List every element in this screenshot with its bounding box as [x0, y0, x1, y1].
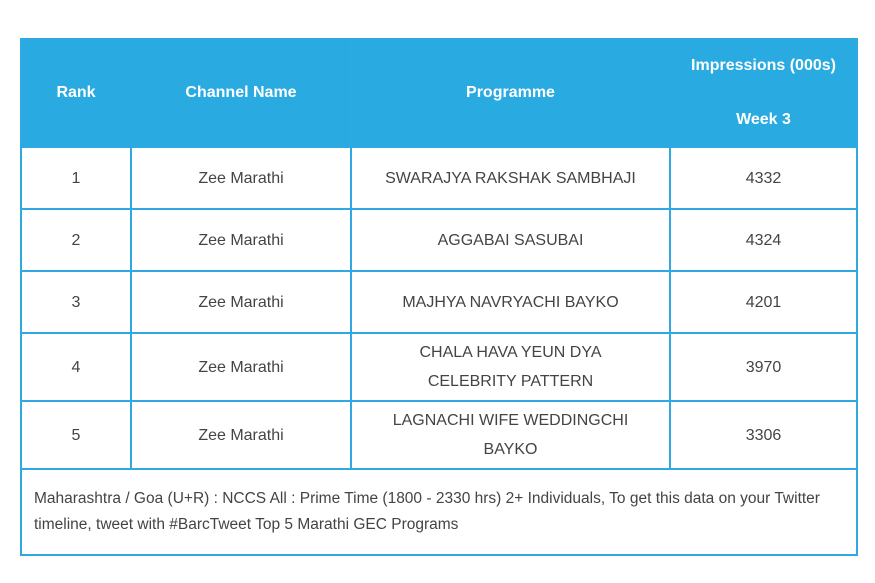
ratings-table: Rank Channel Name Programme Impressions … [20, 38, 858, 556]
impressions-cell: 3970 [669, 332, 858, 402]
impressions-cell: 3306 [669, 400, 858, 470]
rank-cell: 4 [20, 332, 132, 402]
table-row: 1 Zee Marathi SWARAJYA RAKSHAK SAMBHAJI 433… [20, 146, 858, 210]
rank-cell: 1 [20, 146, 132, 210]
rank-cell: 5 [20, 400, 132, 470]
footnote: Maharashtra / Goa (U+R) : NCCS All : Pri… [20, 468, 858, 556]
programme-cell: LAGNACHI WIFE WEDDINGCHI BAYKO [350, 400, 671, 470]
header-cell: Channel Name [130, 38, 352, 148]
table-row: 3 Zee Marathi MAJHYA NAVRYACHI BAYKO 4201 [20, 270, 858, 334]
impressions-cell: 4324 [669, 208, 858, 272]
programme-cell: MAJHYA NAVRYACHI BAYKO [350, 270, 671, 334]
channel-cell: Zee Marathi [130, 208, 352, 272]
table-row: 2 Zee Marathi AGGABAI SASUBAI 4324 [20, 208, 858, 272]
channel-cell: Zee Marathi [130, 270, 352, 334]
table-row: 4 Zee Marathi CHALA HAVA YEUN DYA CELEBRIT… [20, 332, 858, 402]
rank-cell: 2 [20, 208, 132, 272]
programme-cell: AGGABAI SASUBAI [350, 208, 671, 272]
header-cell: Week 3 [669, 92, 858, 148]
header-cell: Rank [20, 38, 132, 148]
table-body: 1 Zee Marathi SWARAJYA RAKSHAK SAMBHAJI 433… [20, 146, 858, 470]
channel-cell: Zee Marathi [130, 400, 352, 470]
impressions-cell: 4201 [669, 270, 858, 334]
programme-cell: CHALA HAVA YEUN DYA CELEBRITY PATTERN [350, 332, 671, 402]
header-cell: Impressions (000s) [669, 38, 858, 94]
rank-cell: 3 [20, 270, 132, 334]
table-row: 5 Zee Marathi LAGNACHI WIFE WEDDINGCHI BAY… [20, 400, 858, 470]
programme-cell: SWARAJYA RAKSHAK SAMBHAJI [350, 146, 671, 210]
impressions-cell: 4332 [669, 146, 858, 210]
channel-cell: Zee Marathi [130, 332, 352, 402]
header-cell: Programme [350, 38, 671, 148]
ratings-table-container: Rank Channel Name Programme Impressions … [20, 38, 858, 556]
channel-cell: Zee Marathi [130, 146, 352, 210]
